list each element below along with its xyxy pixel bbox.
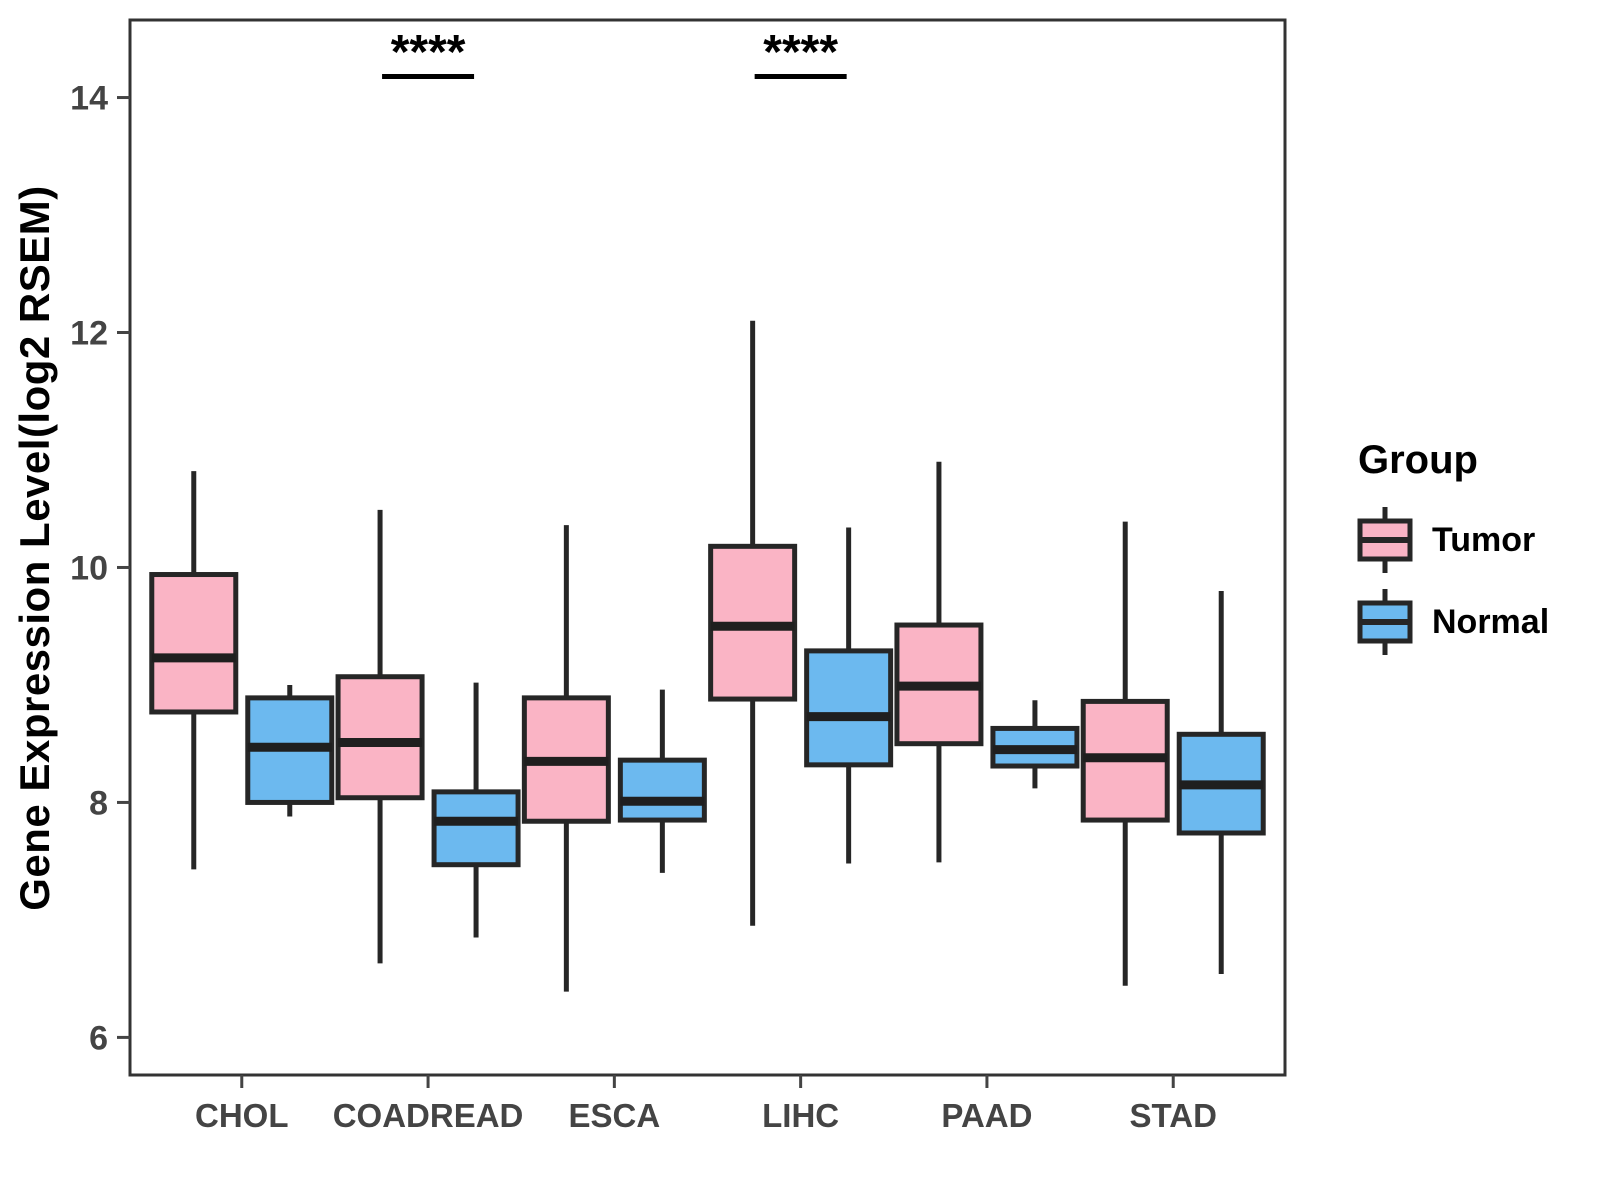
legend-label-normal: Normal xyxy=(1432,602,1550,641)
box-COADREAD-Tumor xyxy=(335,674,425,801)
legend: Group Tumor Normal xyxy=(1356,438,1549,667)
significance-bar-COADREAD xyxy=(382,74,475,79)
x-tick-label-STAD: STAD xyxy=(1130,1097,1217,1134)
x-tick-label-LIHC: LIHC xyxy=(762,1097,839,1134)
x-tick-label-ESCA: ESCA xyxy=(569,1097,661,1134)
x-tick-label-COADREAD: COADREAD xyxy=(333,1097,524,1134)
legend-title: Group xyxy=(1358,438,1478,482)
significance-stars-LIHC: **** xyxy=(763,26,838,79)
y-axis-title: Gene Expression Level(log2 RSEM) xyxy=(0,20,70,1075)
legend-entry-tumor: Tumor xyxy=(1356,503,1549,577)
normal-boxplot-key-icon xyxy=(1357,589,1413,655)
y-tick-label: 6 xyxy=(89,1019,108,1057)
x-tick-label-CHOL: CHOL xyxy=(195,1097,289,1134)
box-ESCA-Normal xyxy=(617,757,707,823)
y-tick-label: 12 xyxy=(70,315,108,353)
legend-entry-normal: Normal xyxy=(1356,585,1549,659)
y-tick-label: 8 xyxy=(89,784,108,822)
box-LIHC-Normal xyxy=(804,648,894,768)
x-tick-label-PAAD: PAAD xyxy=(941,1097,1032,1134)
box-CHOL-Tumor xyxy=(149,572,239,715)
y-tick-label: 14 xyxy=(70,80,108,118)
y-axis-title-text: Gene Expression Level(log2 RSEM) xyxy=(11,184,58,911)
box-COADREAD-Normal xyxy=(431,789,521,868)
y-tick-label: 10 xyxy=(70,549,108,587)
significance-bar-LIHC xyxy=(754,74,847,79)
significance-stars-COADREAD: **** xyxy=(391,26,466,79)
tumor-boxplot-key-icon xyxy=(1357,507,1413,573)
plot-panel xyxy=(128,18,1287,1077)
legend-label-tumor: Tumor xyxy=(1432,520,1536,559)
